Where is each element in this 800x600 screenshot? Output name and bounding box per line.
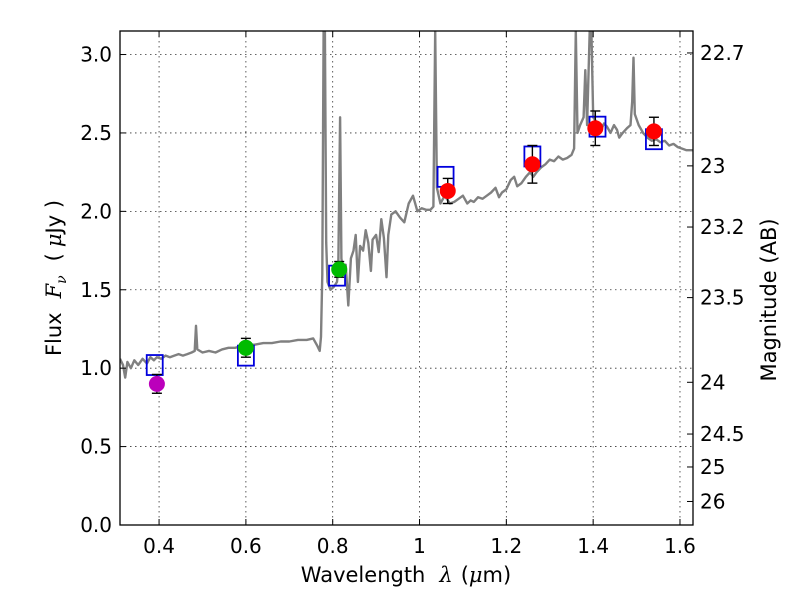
observed-photometry [148,110,662,394]
x-tick-label: 1.4 [577,534,609,558]
x-tick-label: 1 [413,534,426,558]
observed-flux-point [237,339,254,356]
x-tick-label: 1.2 [490,534,522,558]
observed-flux-point [148,375,165,392]
y-axis-label: Flux Fν ( μJy ) [42,200,70,356]
y2-tick-label: 22.7 [700,41,745,65]
x-axis-label-unit: m) [483,563,512,587]
y2-tick-label: 24 [700,370,725,394]
y2-tick-label: 23.2 [700,215,745,239]
y-tick-label: 3.0 [80,43,112,67]
x-tick-label: 1.6 [664,534,696,558]
x-tick-label: 0.6 [230,534,262,558]
observed-flux-point [587,120,604,137]
grid [120,31,693,526]
y-axis-label-mu: μ [42,233,66,247]
y-tick-label: 0.5 [80,435,112,459]
observed-flux-point [331,261,348,278]
model-photometry [145,115,663,376]
y-tick-label: 2.5 [80,121,112,145]
spectrum-line [120,31,693,379]
y-axis-label-paren: ( [42,253,66,261]
y-axis-label-unit: Jy ) [42,200,66,236]
y-axis-ticks: 0.0 0.5 1.0 1.5 2.0 2.5 3.0 [80,43,126,537]
y2-tick-label: 26 [700,489,725,513]
y-tick-label: 0.0 [80,513,112,537]
x-axis-label-paren: ( [461,563,469,587]
observed-flux-point [645,123,662,140]
x-tick-label: 0.8 [317,534,349,558]
y-tick-label: 1.5 [80,278,112,302]
y2-axis-ticks: 22.7 23 23.2 23.5 24 24.5 25 26 [687,41,745,513]
y2-tick-label: 23 [700,154,725,178]
y-axis-label-prefix: Flux [42,312,66,356]
x-axis-label: Wavelength λ (μm) [301,563,511,587]
y-tick-label: 1.0 [80,356,112,380]
x-tick-label: 0.4 [143,534,175,558]
plot-area [120,31,693,394]
y-tick-label: 2.0 [80,199,112,223]
y2-tick-label: 24.5 [700,422,745,446]
observed-flux-point [439,182,456,199]
x-axis-label-prefix: Wavelength [301,563,426,587]
y2-axis-label: Magnitude (AB) [757,218,781,381]
x-axis-label-symbol: λ [438,563,452,587]
plot-frame [119,30,694,526]
y-axis-label-symbol: F [42,282,66,299]
x-axis-label-mu: μ [469,563,483,587]
observed-flux-point [524,156,541,173]
y2-tick-label: 23.5 [700,286,745,310]
x-axis-ticks: 0.4 0.6 0.8 1 1.2 1.4 1.6 [143,31,696,558]
y-axis-label-subscript: ν [54,275,70,284]
y2-tick-label: 25 [700,455,725,479]
